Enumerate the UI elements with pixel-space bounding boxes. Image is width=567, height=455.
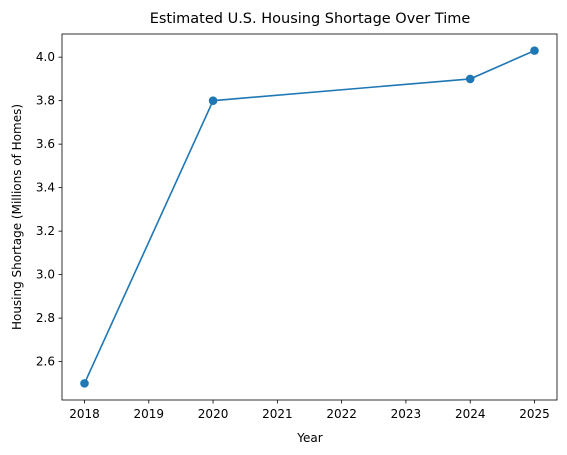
x-tick-label: 2018 xyxy=(69,407,100,421)
y-tick-label: 2.8 xyxy=(36,311,55,325)
x-tick-label: 2021 xyxy=(262,407,293,421)
x-tick-label: 2022 xyxy=(326,407,357,421)
data-point xyxy=(530,46,539,55)
x-tick-label: 2023 xyxy=(391,407,422,421)
x-tick-label: 2019 xyxy=(134,407,165,421)
x-axis: 2018 2019 2020 2021 2022 2023 2024 2025 xyxy=(69,400,550,421)
chart-title: Estimated U.S. Housing Shortage Over Tim… xyxy=(150,11,471,27)
y-axis-label: Housing Shortage (Millions of Homes) xyxy=(10,104,24,330)
y-tick-label: 4.0 xyxy=(36,50,55,64)
x-tick-label: 2024 xyxy=(455,407,486,421)
data-point xyxy=(80,379,89,388)
y-tick-label: 3.4 xyxy=(36,181,55,195)
y-tick-label: 3.2 xyxy=(36,224,55,238)
data-point xyxy=(208,96,218,105)
y-tick-label: 3.6 xyxy=(36,137,55,151)
x-tick-label: 2020 xyxy=(198,407,229,421)
plot-area xyxy=(61,33,558,401)
y-tick-label: 3.0 xyxy=(36,268,55,282)
x-tick-label: 2025 xyxy=(519,407,550,421)
data-point xyxy=(465,74,475,84)
y-tick-label: 3.8 xyxy=(36,94,55,108)
y-tick-label: 2.6 xyxy=(36,355,55,369)
x-axis-label: Year xyxy=(296,431,322,445)
series-group xyxy=(80,46,539,388)
y-axis: 2.6 2.8 3.0 3.2 3.4 3.6 3.8 4.0 xyxy=(36,50,62,369)
series-line xyxy=(83,49,535,384)
